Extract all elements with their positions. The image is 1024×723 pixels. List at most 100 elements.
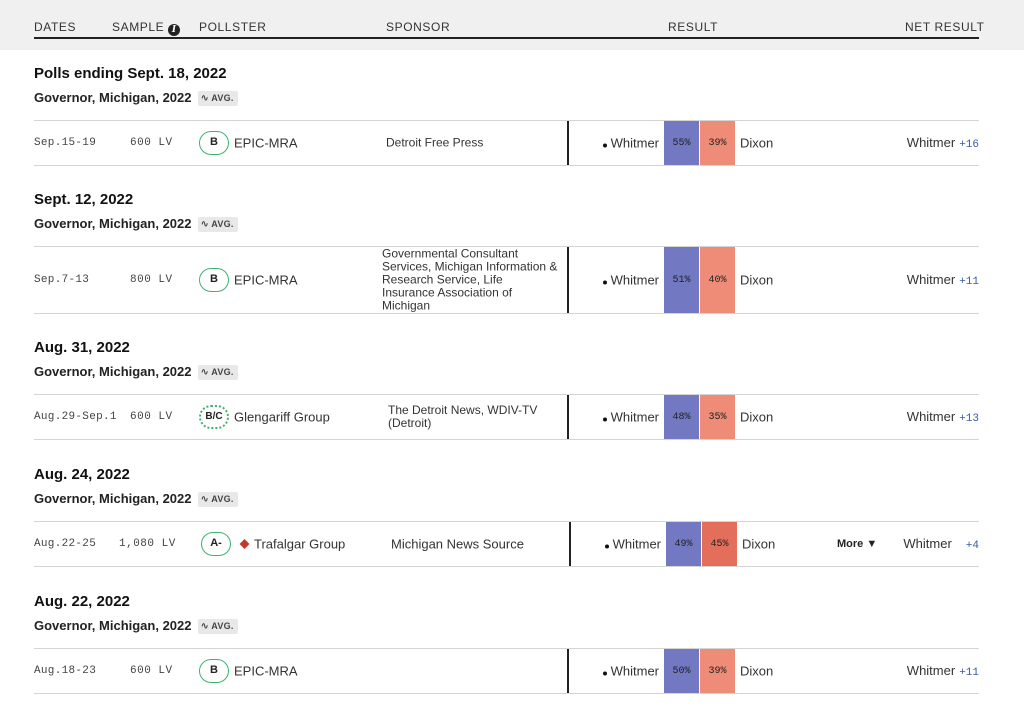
winner-dot-icon bbox=[602, 280, 607, 285]
sponsor-text: The Detroit News, WDIV-TV (Detroit) bbox=[388, 403, 538, 430]
pollster-link[interactable]: EPIC-MRA bbox=[234, 663, 298, 679]
result-divider bbox=[567, 121, 569, 165]
race-label: Governor, Michigan, 2022 bbox=[34, 216, 192, 231]
trend-icon: ∿ bbox=[200, 219, 210, 230]
net-result: Whitmer +13 bbox=[907, 409, 979, 425]
pollster-grade-badge[interactable]: B bbox=[199, 268, 229, 292]
chevron-down-icon: ▼ bbox=[866, 538, 878, 550]
pollster-link[interactable]: Glengariff Group bbox=[234, 409, 330, 425]
candidate-trailer: Dixon bbox=[740, 272, 774, 288]
candidate-name: Whitmer bbox=[610, 409, 659, 425]
pollster-grade-badge[interactable]: B/C bbox=[199, 405, 229, 429]
poll-sample: 600 LV bbox=[130, 137, 173, 149]
column-header-sponsor[interactable]: SPONSOR bbox=[386, 20, 451, 34]
dem-result-bar: 49% bbox=[666, 522, 701, 566]
result-divider bbox=[567, 247, 569, 313]
group-date-heading: Aug. 22, 2022 bbox=[34, 593, 130, 610]
poll-dates: Aug.18-23 bbox=[34, 665, 97, 677]
candidate-name: Whitmer bbox=[610, 272, 659, 288]
group-date-heading: Polls ending Sept. 18, 2022 bbox=[34, 65, 227, 82]
pollster-link[interactable]: EPIC-MRA bbox=[234, 135, 298, 151]
trend-icon: ∿ bbox=[200, 367, 210, 378]
pollster-grade-badge[interactable]: B bbox=[199, 659, 229, 683]
candidate-trailer: Dixon bbox=[740, 135, 774, 151]
race-heading: Governor, Michigan, 2022 ∿ AVG. bbox=[34, 216, 238, 232]
net-leader: Whitmer bbox=[906, 663, 956, 678]
candidate-trailer: Dixon bbox=[740, 663, 774, 679]
dem-result-bar: 50% bbox=[664, 649, 699, 693]
pollster-link[interactable]: EPIC-MRA bbox=[234, 272, 298, 288]
poll-dates: Sep.7-13 bbox=[34, 274, 90, 286]
sponsor-text: Michigan News Source bbox=[391, 536, 524, 552]
table-row[interactable]: Aug.18-23 600 LV B EPIC-MRA Whitmer 50% … bbox=[34, 648, 979, 694]
avg-label: AVG. bbox=[211, 494, 234, 504]
net-margin: +11 bbox=[959, 276, 979, 288]
result-divider bbox=[567, 649, 569, 693]
race-label: Governor, Michigan, 2022 bbox=[34, 618, 192, 633]
column-header-net-result[interactable]: NET RESULT bbox=[905, 20, 985, 34]
net-margin: +4 bbox=[965, 540, 979, 552]
avg-link[interactable]: ∿ AVG. bbox=[197, 365, 238, 380]
dem-result-bar: 55% bbox=[664, 121, 699, 165]
table-header: DATES SAMPLE i POLLSTER SPONSOR RESULT NE… bbox=[0, 0, 1024, 50]
poll-dates: Aug.22-25 bbox=[34, 538, 97, 550]
candidate-trailer: Dixon bbox=[740, 409, 774, 425]
avg-link[interactable]: ∿ AVG. bbox=[197, 217, 238, 232]
net-leader: Whitmer bbox=[903, 536, 952, 551]
candidate-leader: Whitmer bbox=[602, 272, 659, 288]
rep-result-bar: 35% bbox=[700, 395, 735, 439]
pollster-link[interactable]: Trafalgar Group bbox=[239, 536, 346, 552]
column-header-sample[interactable]: SAMPLE i bbox=[112, 20, 181, 36]
net-result: Whitmer +11 bbox=[907, 272, 979, 288]
net-result: Whitmer +16 bbox=[907, 135, 979, 151]
race-heading: Governor, Michigan, 2022 ∿ AVG. bbox=[34, 618, 238, 634]
avg-label: AVG. bbox=[211, 367, 234, 377]
candidate-name: Whitmer bbox=[610, 135, 659, 151]
race-label: Governor, Michigan, 2022 bbox=[34, 364, 192, 379]
trend-icon: ∿ bbox=[200, 621, 210, 632]
race-label: Governor, Michigan, 2022 bbox=[34, 90, 192, 105]
net-leader: Whitmer bbox=[906, 135, 956, 150]
race-heading: Governor, Michigan, 2022 ∿ AVG. bbox=[34, 491, 238, 507]
avg-label: AVG. bbox=[211, 621, 234, 631]
trend-icon: ∿ bbox=[200, 93, 210, 104]
avg-label: AVG. bbox=[211, 93, 234, 103]
avg-link[interactable]: ∿ AVG. bbox=[197, 91, 238, 106]
net-leader: Whitmer bbox=[906, 272, 956, 287]
trend-icon: ∿ bbox=[200, 494, 210, 505]
sponsor-text: Detroit Free Press bbox=[386, 135, 484, 150]
rep-result-bar: 39% bbox=[700, 121, 735, 165]
rep-result-bar: 39% bbox=[700, 649, 735, 693]
poll-sample: 600 LV bbox=[130, 411, 173, 423]
result-divider bbox=[567, 395, 569, 439]
poll-sample: 600 LV bbox=[130, 665, 173, 677]
column-header-pollster[interactable]: POLLSTER bbox=[199, 20, 267, 34]
rep-result-bar: 40% bbox=[700, 247, 735, 313]
column-header-result[interactable]: RESULT bbox=[668, 20, 719, 34]
candidate-name: Whitmer bbox=[612, 536, 661, 552]
avg-link[interactable]: ∿ AVG. bbox=[197, 619, 238, 634]
candidate-leader: Whitmer bbox=[602, 409, 659, 425]
result-divider bbox=[569, 522, 571, 566]
table-row[interactable]: Aug.22-25 1,080 LV A- Trafalgar Group Mi… bbox=[34, 521, 979, 567]
net-leader: Whitmer bbox=[906, 409, 956, 424]
dem-result-bar: 51% bbox=[664, 247, 699, 313]
group-date-heading: Aug. 31, 2022 bbox=[34, 339, 130, 356]
pollster-grade-badge[interactable]: A- bbox=[201, 532, 231, 556]
header-divider bbox=[34, 37, 979, 39]
info-icon[interactable]: i bbox=[168, 24, 181, 36]
poll-dates: Sep.15-19 bbox=[34, 137, 97, 149]
table-row[interactable]: Sep.15-19 600 LV B EPIC-MRA Detroit Free… bbox=[34, 120, 979, 166]
avg-link[interactable]: ∿ AVG. bbox=[197, 492, 238, 507]
net-margin: +16 bbox=[959, 139, 979, 151]
winner-dot-icon bbox=[602, 671, 607, 676]
avg-label: AVG. bbox=[211, 219, 234, 229]
winner-dot-icon bbox=[602, 143, 607, 148]
pollster-grade-badge[interactable]: B bbox=[199, 131, 229, 155]
table-row[interactable]: Sep.7-13 800 LV B EPIC-MRA Governmental … bbox=[34, 246, 979, 314]
pollster-name: Trafalgar Group bbox=[254, 536, 346, 552]
table-row[interactable]: Aug.29-Sep.1 600 LV B/C Glengariff Group… bbox=[34, 394, 979, 440]
more-button[interactable]: More ▼ bbox=[837, 538, 877, 550]
race-heading: Governor, Michigan, 2022 ∿ AVG. bbox=[34, 90, 238, 106]
column-header-dates[interactable]: DATES bbox=[34, 20, 77, 34]
